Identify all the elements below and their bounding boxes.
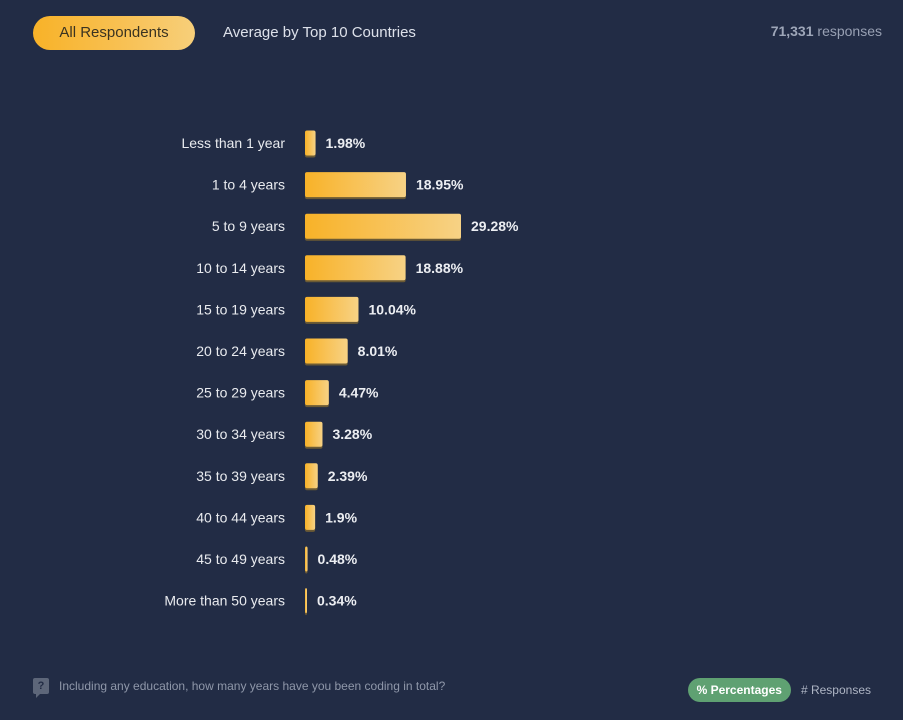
display-mode-toggle: % Percentages # Responses — [687, 678, 873, 702]
bar[interactable] — [305, 421, 323, 447]
value-label: 4.47% — [339, 385, 379, 401]
value-label: 0.34% — [317, 593, 357, 609]
category-label: 45 to 49 years — [196, 551, 285, 567]
bar[interactable] — [305, 213, 461, 239]
response-count-suffix: responses — [817, 23, 882, 39]
tab-bar: All Respondents Average by Top 10 Countr… — [33, 16, 416, 50]
category-label: 1 to 4 years — [212, 177, 285, 193]
bar[interactable] — [305, 588, 307, 614]
category-label: 40 to 44 years — [196, 509, 285, 525]
bar[interactable] — [305, 338, 348, 364]
value-label: 29.28% — [471, 218, 519, 234]
value-label: 0.48% — [318, 551, 358, 567]
question-text: Including any education, how many years … — [59, 679, 446, 693]
value-label: 1.98% — [326, 135, 366, 151]
category-label: 25 to 29 years — [196, 385, 285, 401]
category-label: 35 to 39 years — [196, 468, 285, 484]
value-label: 8.01% — [358, 343, 398, 359]
value-label: 10.04% — [368, 301, 416, 317]
bar[interactable] — [305, 463, 318, 489]
category-label: 10 to 14 years — [196, 260, 285, 276]
value-label: 2.39% — [328, 468, 368, 484]
value-label: 3.28% — [332, 426, 372, 442]
value-label: 18.95% — [416, 177, 464, 193]
category-label: 5 to 9 years — [212, 218, 285, 234]
value-label: 1.9% — [325, 509, 357, 525]
category-label: 20 to 24 years — [196, 343, 285, 359]
category-label: Less than 1 year — [181, 135, 285, 151]
bar[interactable] — [305, 130, 316, 156]
bar[interactable] — [305, 255, 406, 281]
category-label: 15 to 19 years — [196, 301, 285, 317]
toggle-responses[interactable]: # Responses — [800, 683, 871, 697]
years-coding-bar-chart: Less than 1 year 1.98% 1 to 4 years 18.95% 5… — [164, 130, 519, 616]
bar[interactable] — [305, 380, 329, 406]
tab-all-respondents[interactable]: All Respondents — [33, 16, 195, 50]
bar[interactable] — [305, 296, 359, 322]
response-count-number: 71,331 — [770, 23, 814, 39]
bar[interactable] — [305, 172, 406, 198]
response-count: 71,331 responses — [771, 23, 882, 39]
bar[interactable] — [305, 546, 308, 572]
question-mark-icon: ? — [33, 678, 49, 698]
category-label: More than 50 years — [164, 593, 285, 609]
toggle-percentages[interactable]: % Percentages — [687, 678, 791, 702]
value-label: 18.88% — [416, 260, 464, 276]
question-footer: ? Including any education, how many year… — [33, 678, 446, 698]
tab-top-10-countries[interactable]: Average by Top 10 Countries — [223, 24, 416, 41]
bar[interactable] — [305, 504, 316, 530]
category-label: 30 to 34 years — [196, 426, 285, 442]
